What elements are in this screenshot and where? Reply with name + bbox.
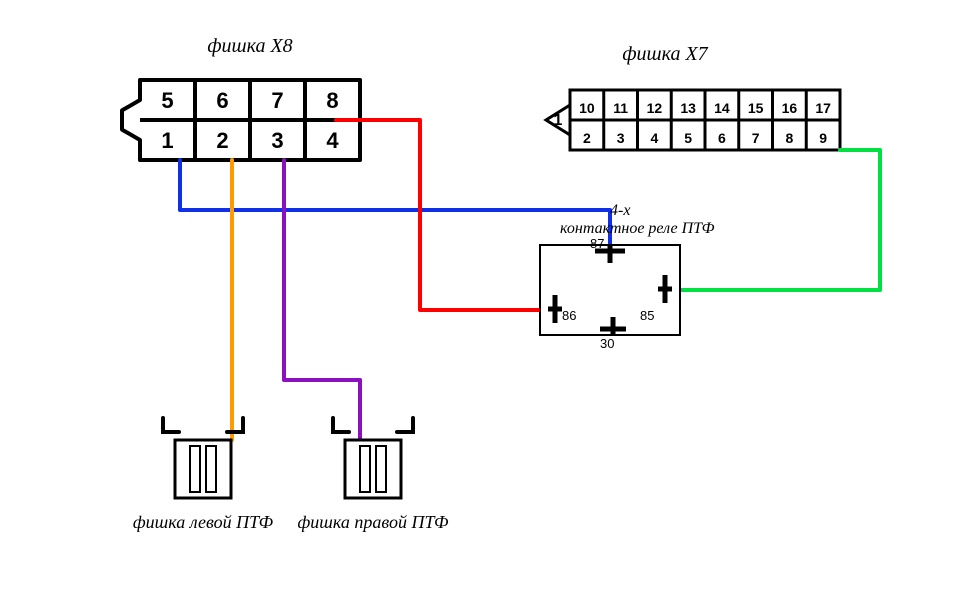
relay-label-1: 4-х bbox=[610, 202, 630, 219]
ptf-label-right: фишка правой ПТФ bbox=[298, 512, 449, 532]
x7-pin-label: 3 bbox=[617, 130, 625, 146]
x8-pin-label: 7 bbox=[271, 88, 283, 113]
x7-pin-label: 10 bbox=[579, 100, 595, 116]
x7-pin-label: 5 bbox=[684, 130, 692, 146]
x7-pin-label: 6 bbox=[718, 130, 726, 146]
relay-pin-85: 85 bbox=[640, 308, 654, 323]
x7-pin-label: 8 bbox=[785, 130, 793, 146]
relay-pin-87: 87 bbox=[590, 236, 604, 251]
x7-pin-label: 12 bbox=[647, 100, 663, 116]
ptf-plug-right bbox=[345, 440, 401, 498]
x7-pin-label: 1 bbox=[554, 112, 563, 129]
relay-label-2: контактное реле ПТФ bbox=[560, 220, 715, 237]
x8-pin-label: 4 bbox=[326, 128, 339, 153]
x7-pin-label: 14 bbox=[714, 100, 730, 116]
x8-pin-label: 2 bbox=[216, 128, 228, 153]
x7-pin-label: 17 bbox=[815, 100, 831, 116]
x7-pin-label: 11 bbox=[613, 100, 628, 116]
x8-pin-label: 6 bbox=[216, 88, 228, 113]
relay-pin-30: 30 bbox=[600, 336, 614, 351]
x7-pin-label: 9 bbox=[819, 130, 827, 146]
x7-pin-label: 2 bbox=[583, 130, 591, 146]
x7-pin-label: 15 bbox=[748, 100, 764, 116]
connector-x8-title: фишка Х8 bbox=[207, 35, 292, 57]
connector-x7-title: фишка Х7 bbox=[622, 43, 708, 65]
ptf-label-left: фишка левой ПТФ bbox=[133, 512, 274, 532]
x8-pin-label: 8 bbox=[326, 88, 338, 113]
ptf-plug-left bbox=[175, 440, 231, 498]
x8-pin-label: 3 bbox=[271, 128, 283, 153]
x7-pin-label: 13 bbox=[680, 100, 696, 116]
x7-pin-label: 4 bbox=[650, 130, 658, 146]
x7-pin-label: 16 bbox=[782, 100, 798, 116]
x8-pin-label: 1 bbox=[161, 128, 173, 153]
x8-pin-label: 5 bbox=[161, 88, 173, 113]
x7-pin-label: 7 bbox=[752, 130, 760, 146]
relay-pin-86: 86 bbox=[562, 308, 576, 323]
